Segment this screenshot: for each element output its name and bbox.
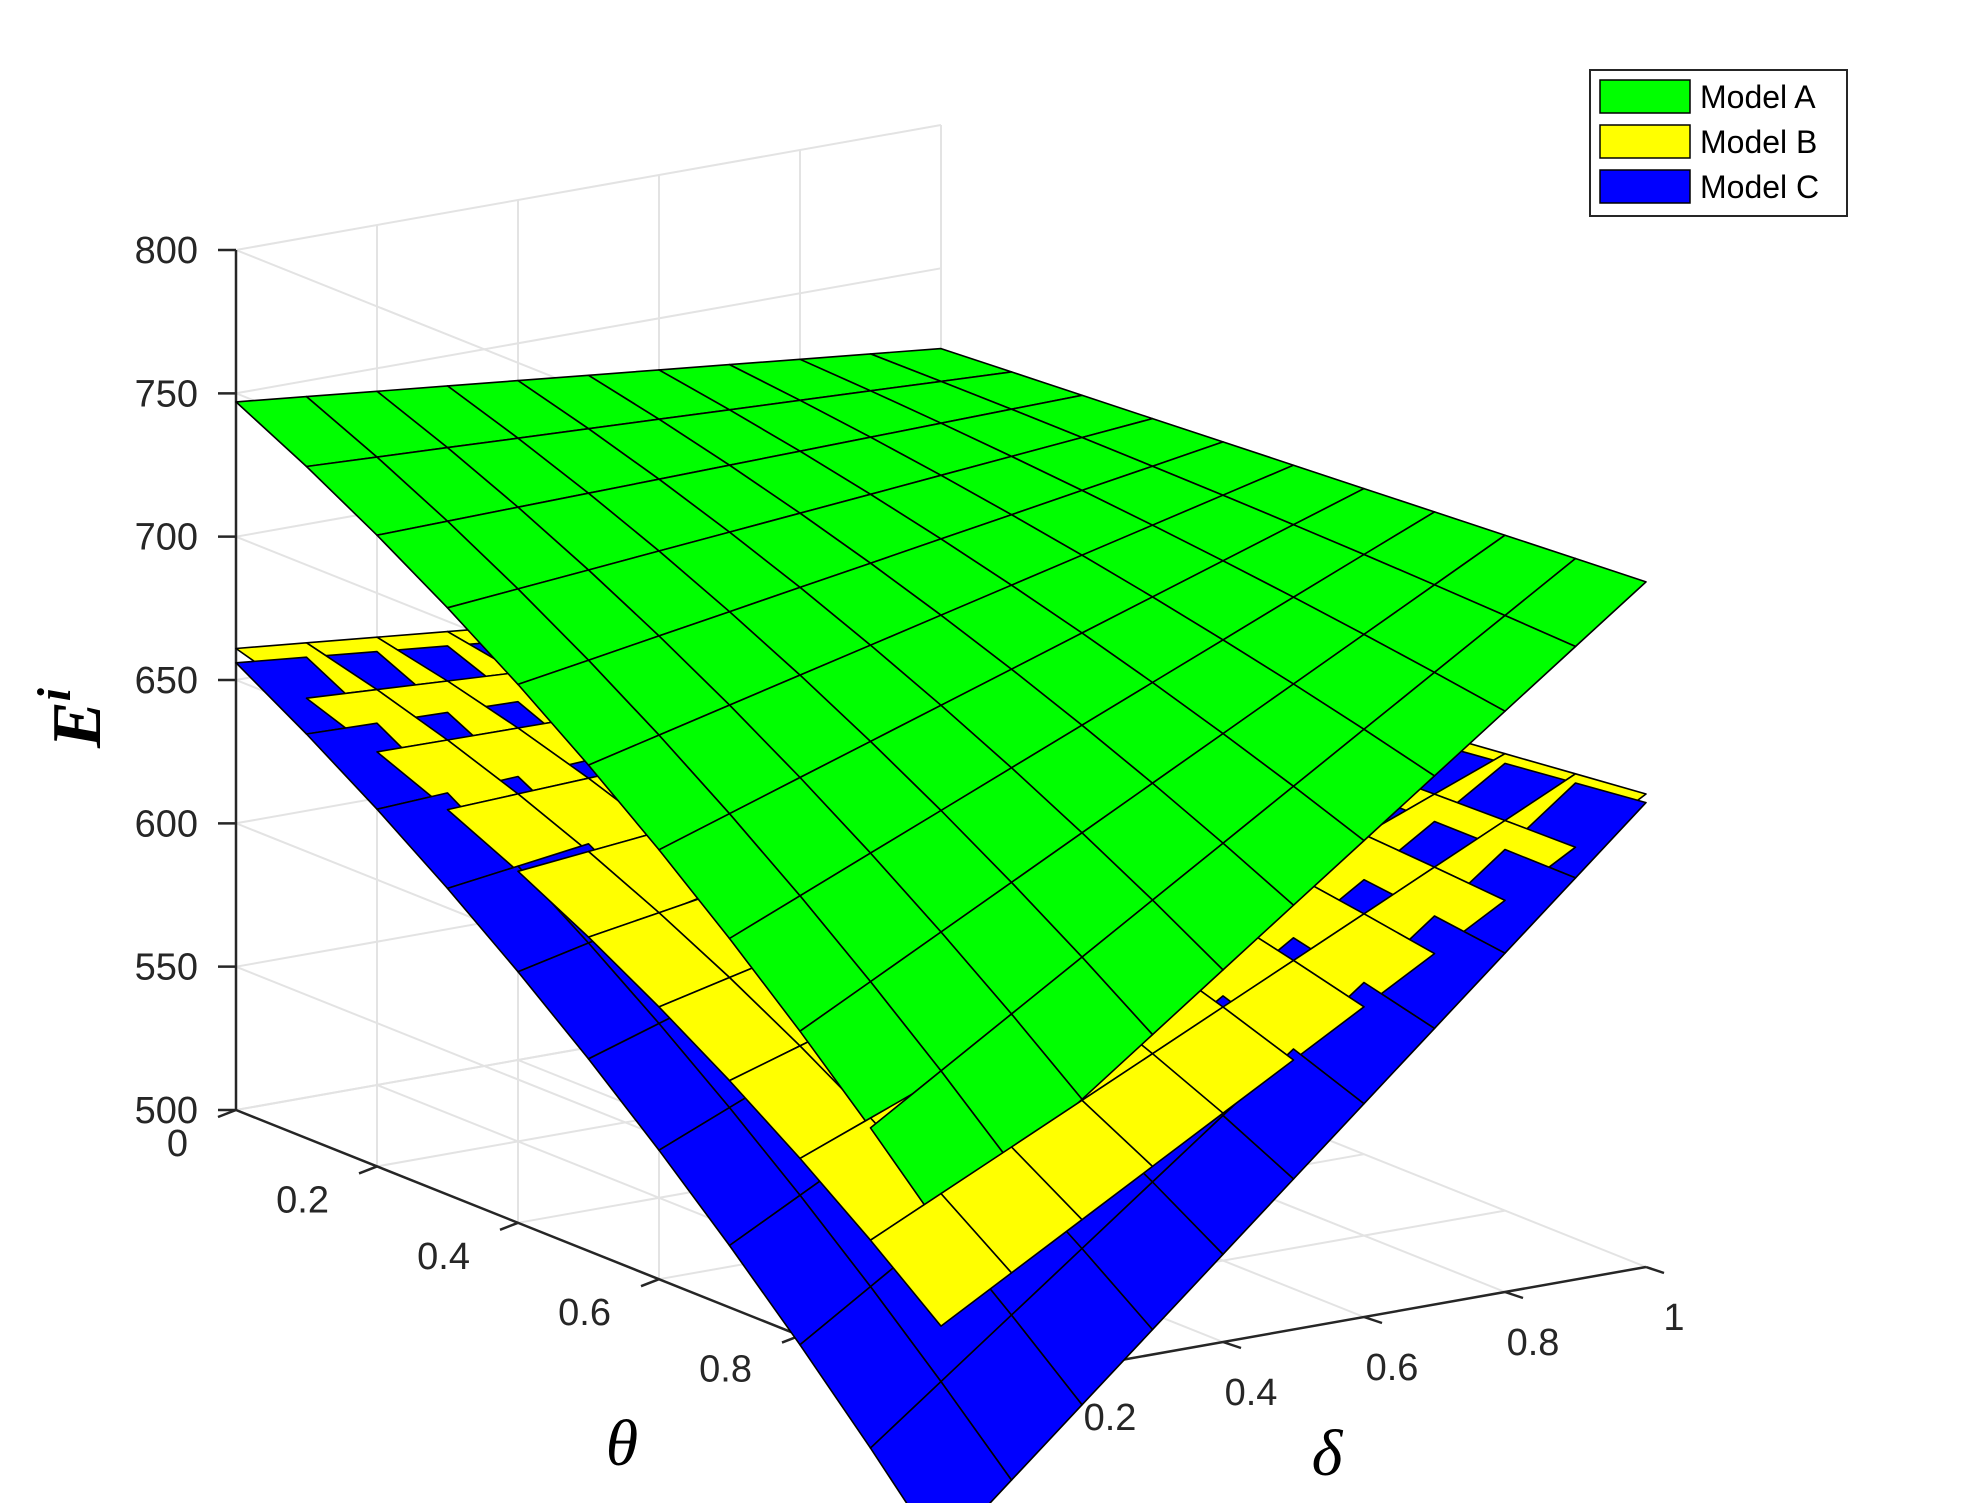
z-tick-label: 600	[135, 803, 198, 845]
delta-tick	[1504, 1290, 1524, 1300]
legend-label: Model B	[1700, 124, 1817, 160]
legend: Model A Model B Model C	[1589, 69, 1848, 217]
legend-label: Model C	[1700, 169, 1819, 205]
delta-tick-label: 0.2	[1084, 1397, 1137, 1439]
theta-tick-label: 0.4	[417, 1236, 470, 1278]
theta-tick	[499, 1221, 519, 1231]
theta-tick-label: 0	[167, 1123, 188, 1165]
x-axis-label: δ	[1312, 1417, 1344, 1490]
z-tick-label: 800	[135, 230, 198, 272]
z-tick-label: 550	[135, 947, 198, 989]
delta-tick	[1222, 1340, 1242, 1350]
delta-tick-label: 0.6	[1366, 1347, 1419, 1389]
z-tick-label: 700	[135, 517, 198, 559]
delta-tick-label: 0.4	[1225, 1372, 1278, 1414]
delta-tick	[1645, 1265, 1665, 1275]
theta-tick	[640, 1278, 660, 1288]
surface-patch-2	[869, 1380, 1013, 1503]
legend-swatch	[1599, 169, 1691, 204]
delta-tick-label: 0.8	[1507, 1322, 1560, 1364]
y-axis-label: θ	[606, 1407, 638, 1480]
axes: 50055060065070075080000.20.40.60.8100.20…	[135, 230, 1685, 1464]
z-tick-label: 650	[135, 660, 198, 702]
delta-tick-label: 1	[1663, 1297, 1684, 1339]
z-tick-label: 750	[135, 373, 198, 415]
theta-tick	[217, 1108, 237, 1119]
theta-tick	[358, 1165, 378, 1175]
surfaces	[235, 347, 1647, 1503]
legend-swatch	[1599, 124, 1691, 159]
legend-label: Model A	[1700, 79, 1816, 115]
legend-swatch	[1599, 79, 1691, 114]
theta-tick-label: 0.2	[276, 1179, 329, 1221]
delta-tick	[1363, 1315, 1383, 1325]
theta-tick-label: 0.6	[558, 1292, 611, 1334]
theta-tick-label: 0.8	[699, 1349, 752, 1391]
surface-patch-1	[869, 1192, 1013, 1327]
z-axis-label: Ei	[28, 687, 116, 749]
z-tick-label: 500	[135, 1090, 198, 1132]
